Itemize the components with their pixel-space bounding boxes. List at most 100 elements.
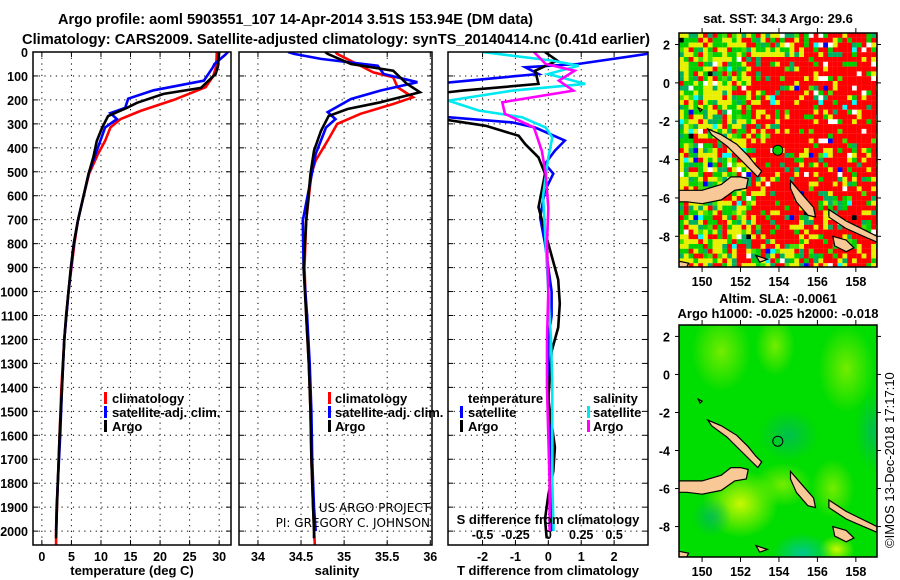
sst-cell — [751, 253, 756, 259]
sst-cell — [871, 210, 877, 216]
sst-cell — [861, 71, 867, 77]
sst-cell — [712, 200, 718, 206]
profile-panels: 0100200300400500600700800900100011001200… — [0, 46, 649, 564]
sst-cell — [779, 100, 785, 105]
sst-cell — [760, 124, 766, 129]
sst-cell — [804, 258, 809, 264]
sst-cell — [852, 81, 857, 86]
sst-cell — [842, 47, 848, 53]
sst-cell — [847, 57, 853, 62]
sst-cell — [813, 85, 819, 91]
sst-cell — [856, 172, 862, 177]
sst-cell — [693, 263, 699, 267]
sst-cell — [727, 37, 732, 43]
land-coastline — [679, 467, 749, 495]
lon-tick-label: 158 — [845, 275, 866, 289]
sst-cell — [717, 76, 723, 82]
sst-cell — [813, 128, 819, 134]
temperature-x-axis-label: temperature (deg C) — [70, 563, 194, 578]
sst-cell — [722, 104, 728, 110]
sst-cell — [775, 42, 780, 48]
sst-cell — [693, 95, 699, 101]
sst-cell — [856, 162, 862, 168]
sst-cell — [688, 263, 694, 267]
sst-cell — [755, 263, 761, 267]
sst-cell — [770, 95, 776, 101]
sst-cell — [808, 244, 814, 249]
sst-cell — [717, 239, 723, 245]
sst-cell — [770, 205, 776, 211]
sst-cell — [722, 167, 728, 173]
sst-field — [679, 33, 877, 267]
sst-cell — [842, 157, 848, 163]
sst-cell — [784, 167, 790, 173]
sst-cell — [823, 186, 829, 192]
sst-cell — [842, 71, 848, 77]
sst-cell — [683, 124, 689, 129]
sst-cell — [818, 128, 824, 134]
sst-cell — [770, 138, 776, 144]
sst-cell — [755, 191, 761, 197]
sst-cell — [688, 152, 694, 158]
sst-cell — [746, 114, 752, 120]
sst-cell — [683, 253, 689, 259]
sst-cell — [808, 258, 814, 264]
sst-cell — [693, 104, 699, 110]
sst-cell — [683, 186, 689, 192]
sst-cell — [775, 133, 780, 139]
sst-cell — [804, 37, 809, 43]
sst-cell — [698, 128, 704, 134]
sst-cell — [688, 157, 694, 163]
sst-cell — [842, 114, 848, 120]
sst-cell — [832, 181, 838, 187]
sst-cell — [804, 133, 809, 139]
sst-cell — [832, 124, 838, 129]
sst-cell — [741, 114, 747, 120]
sst-cell — [736, 234, 742, 240]
sst-cell — [770, 172, 776, 177]
sst-cell — [871, 52, 877, 58]
sst-cell — [688, 95, 694, 101]
sst-cell — [784, 229, 790, 235]
sst-cell — [799, 167, 804, 173]
sst-cell — [722, 42, 728, 48]
sst-cell — [717, 90, 723, 96]
x-tick-label: 15 — [124, 550, 138, 564]
sst-cell — [861, 143, 867, 149]
sst-cell — [755, 138, 761, 144]
sst-cell — [736, 196, 742, 201]
sla-anomaly-blob — [755, 325, 796, 376]
sst-cell — [731, 71, 737, 77]
sst-cell — [837, 234, 843, 240]
sst-cell — [866, 138, 872, 144]
sst-cell — [707, 200, 713, 206]
sst-cell — [755, 104, 761, 110]
sst-cell — [871, 224, 877, 230]
sst-cell — [856, 148, 862, 153]
sst-cell — [784, 114, 790, 120]
sst-cell — [828, 258, 833, 264]
sst-cell — [856, 196, 862, 201]
sst-cell — [722, 143, 728, 149]
sst-cell — [813, 220, 819, 225]
sst-cell — [683, 66, 689, 72]
series-line-climatology — [303, 52, 416, 545]
sst-cell — [731, 85, 737, 91]
sst-cell — [731, 248, 737, 254]
sst-cell — [779, 90, 785, 96]
sst-cell — [693, 124, 699, 129]
sst-cell — [746, 100, 752, 105]
sst-cell — [847, 143, 853, 149]
sst-cell — [683, 239, 689, 245]
sst-cell — [852, 119, 857, 125]
sst-cell — [727, 81, 732, 86]
sst-cell — [703, 37, 708, 43]
sst-cell — [794, 253, 800, 259]
sst-cell — [823, 215, 829, 221]
sst-cell — [832, 104, 838, 110]
sst-cell — [804, 181, 809, 187]
sst-cell — [818, 104, 824, 110]
x2-tick-label: 0.5 — [605, 528, 622, 542]
sst-cell — [866, 220, 872, 225]
sst-cell — [698, 52, 704, 58]
